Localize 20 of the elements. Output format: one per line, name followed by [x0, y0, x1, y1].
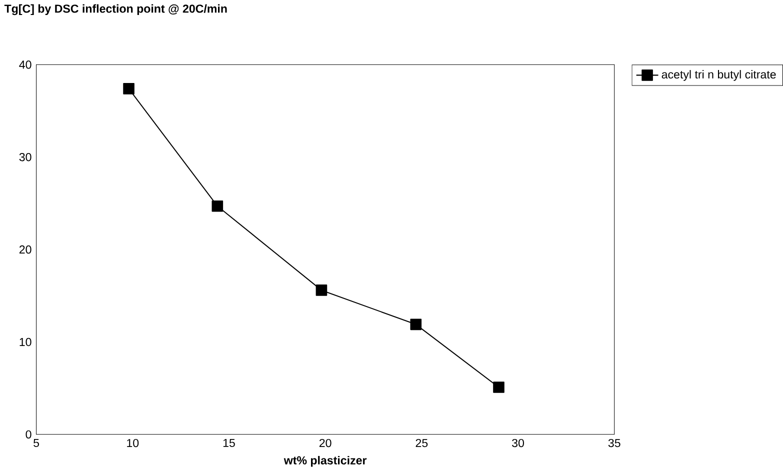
chart-title: Tg[C] by DSC inflection point @ 20C/min — [4, 4, 227, 16]
y-tick-label: 0 — [26, 430, 32, 439]
x-tick-label: 35 — [608, 438, 620, 448]
x-tick-label: 25 — [416, 438, 428, 448]
y-tick-label: 20 — [19, 245, 32, 254]
x-tick-label: 10 — [127, 438, 139, 448]
x-tick-label: 30 — [512, 438, 524, 448]
point — [212, 200, 224, 212]
legend-label: acetyl tri n butyl citrate — [662, 70, 776, 81]
y-tick-label: 30 — [19, 152, 32, 162]
x-tick-label: 15 — [223, 438, 235, 448]
point — [493, 382, 504, 393]
point — [316, 284, 328, 296]
y-tick-label: 40 — [19, 60, 32, 69]
point — [410, 318, 422, 330]
point — [123, 83, 134, 94]
x-axis-title: wt% plasticizer — [284, 456, 367, 467]
x-tick-label: 20 — [319, 438, 332, 448]
y-tick-label: 10 — [20, 338, 32, 346]
x-tick-label: 5 — [34, 438, 40, 448]
